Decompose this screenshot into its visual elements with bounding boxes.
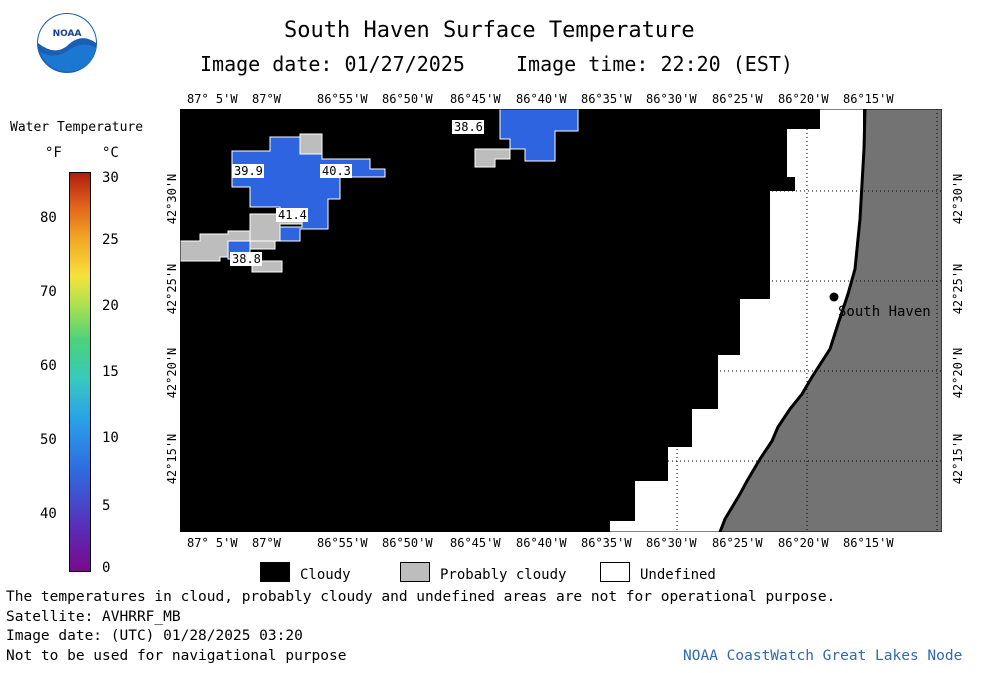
latitude-tick-right: 42°20'N xyxy=(951,347,965,399)
page-title: South Haven Surface Temperature xyxy=(284,18,695,43)
latitude-tick-left: 42°25'N xyxy=(165,263,179,315)
longitude-tick-top: 86°50'W xyxy=(382,92,433,106)
longitude-tick-bottom: 87° 5'W xyxy=(187,536,238,550)
colorbar-f-tick: 60 xyxy=(40,358,57,374)
colorbar xyxy=(69,172,91,572)
legend-undefined-label: Undefined xyxy=(640,567,716,583)
colorbar-unit-c: °C xyxy=(102,145,119,161)
longitude-tick-top: 86°15'W xyxy=(843,92,894,106)
longitude-tick-bottom: 86°30'W xyxy=(646,536,697,550)
legend-probably-cloudy-label: Probably cloudy xyxy=(440,567,567,583)
temperature-labels: 38.6 39.9 40.3 41.4 38.8 xyxy=(230,120,484,266)
longitude-tick-top: 87° 5'W xyxy=(187,92,238,106)
longitude-tick-top: 86°45'W xyxy=(450,92,501,106)
legend-cloudy-label: Cloudy xyxy=(300,567,351,583)
temperature-map: 38.6 39.9 40.3 41.4 38.8 South Haven xyxy=(180,109,942,532)
longitude-tick-top: 86°30'W xyxy=(646,92,697,106)
footer-satellite: Satellite: AVHRRF_MB xyxy=(6,609,181,625)
city-label: South Haven xyxy=(838,304,931,320)
noaa-logo-text: NOAA xyxy=(53,29,82,39)
south-haven-marker xyxy=(829,292,839,302)
temp-label-1: 38.6 xyxy=(454,120,483,134)
longitude-tick-bottom: 86°35'W xyxy=(581,536,632,550)
legend-undefined-swatch xyxy=(600,562,630,582)
legend-probably-cloudy-swatch xyxy=(400,562,430,582)
longitude-tick-top: 86°20'W xyxy=(778,92,829,106)
footer-note: The temperatures in cloud, probably clou… xyxy=(6,589,836,605)
temp-label-5: 38.8 xyxy=(232,252,261,266)
colorbar-c-tick: 25 xyxy=(102,232,119,248)
colorbar-title: Water Temperature xyxy=(10,120,144,135)
colorbar-c-tick: 10 xyxy=(102,430,119,446)
temp-label-4: 41.4 xyxy=(278,208,307,222)
longitude-tick-bottom: 86°15'W xyxy=(843,536,894,550)
legend-cloudy-swatch xyxy=(260,562,290,582)
colorbar-c-tick: 20 xyxy=(102,298,119,314)
footer-nav-warning: Not to be used for navigational purpose xyxy=(6,648,347,664)
land-area xyxy=(720,109,942,532)
temp-label-3: 40.3 xyxy=(322,164,351,178)
latitude-tick-right: 42°30'N xyxy=(951,173,965,225)
latitude-tick-left: 42°30'N xyxy=(165,173,179,225)
latitude-tick-left: 42°15'N xyxy=(165,433,179,485)
colorbar-c-tick: 30 xyxy=(102,170,119,186)
noaa-logo-icon: NOAA xyxy=(36,12,98,74)
colorbar-f-tick: 40 xyxy=(40,506,57,522)
lat-lon-grid xyxy=(180,109,942,532)
temp-label-2: 39.9 xyxy=(234,164,263,178)
longitude-tick-top: 86°25'W xyxy=(712,92,763,106)
longitude-tick-top: 86°35'W xyxy=(581,92,632,106)
latitude-tick-right: 42°25'N xyxy=(951,263,965,315)
colorbar-f-tick: 70 xyxy=(40,284,57,300)
colorbar-c-tick: 15 xyxy=(102,364,119,380)
longitude-tick-bottom: 86°20'W xyxy=(778,536,829,550)
coastline xyxy=(718,109,867,532)
image-date: Image date: 01/27/2025 xyxy=(200,52,465,76)
latitude-tick-right: 42°15'N xyxy=(951,433,965,485)
colorbar-unit-f: °F xyxy=(45,145,62,161)
longitude-tick-top: 86°55'W xyxy=(317,92,368,106)
longitude-tick-bottom: 86°25'W xyxy=(712,536,763,550)
footer-utc-date: Image date: (UTC) 01/28/2025 03:20 xyxy=(6,628,303,644)
longitude-tick-top: 86°40'W xyxy=(516,92,567,106)
colorbar-f-tick: 80 xyxy=(40,210,57,226)
longitude-tick-bottom: 86°40'W xyxy=(516,536,567,550)
longitude-tick-bottom: 86°45'W xyxy=(450,536,501,550)
colorbar-f-tick: 50 xyxy=(40,432,57,448)
latitude-tick-left: 42°20'N xyxy=(165,347,179,399)
footer-credit[interactable]: NOAA CoastWatch Great Lakes Node xyxy=(683,648,963,664)
longitude-tick-bottom: 87°W xyxy=(252,536,281,550)
longitude-tick-bottom: 86°55'W xyxy=(317,536,368,550)
colorbar-c-tick: 0 xyxy=(102,560,111,576)
image-time: Image time: 22:20 (EST) xyxy=(516,52,793,76)
longitude-tick-bottom: 86°50'W xyxy=(382,536,433,550)
colorbar-c-tick: 5 xyxy=(102,498,111,514)
longitude-tick-top: 87°W xyxy=(252,92,281,106)
